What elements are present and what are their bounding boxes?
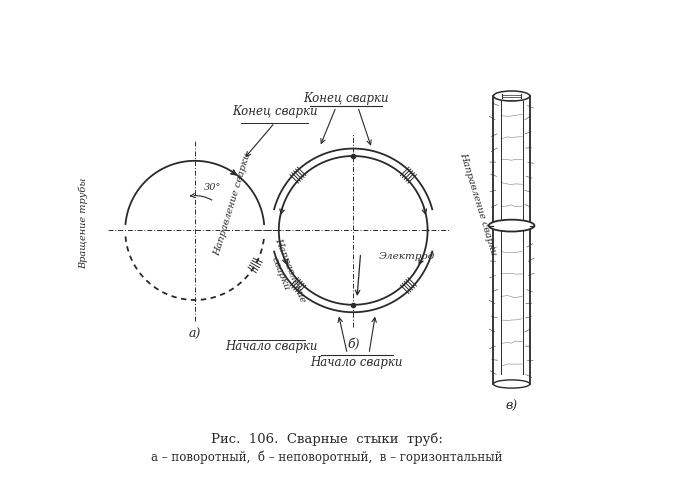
Text: Конец сварки: Конец сварки (303, 92, 389, 105)
Text: Начало сварки: Начало сварки (311, 356, 403, 369)
Text: Конец сварки: Конец сварки (232, 105, 318, 118)
Text: Вращение трубы: Вращение трубы (79, 178, 88, 269)
Ellipse shape (493, 380, 530, 388)
Ellipse shape (489, 220, 534, 231)
Text: 30°: 30° (203, 183, 221, 192)
Text: Рис.  106.  Сварные  стыки  труб:: Рис. 106. Сварные стыки труб: (211, 432, 443, 446)
Text: Направление
сварки: Направление сварки (264, 237, 307, 308)
Text: б): б) (347, 338, 359, 351)
Text: Электрод: Электрод (379, 252, 436, 261)
Ellipse shape (493, 91, 530, 101)
Text: Начало сварки: Начало сварки (225, 340, 318, 353)
Text: а – поворотный,  б – неповоротный,  в – горизонтальный: а – поворотный, б – неповоротный, в – го… (151, 450, 502, 464)
Text: Направление сварки: Направление сварки (212, 152, 253, 257)
Text: в): в) (506, 400, 518, 413)
Text: а): а) (189, 328, 201, 341)
Text: Направление сварки: Направление сварки (458, 152, 498, 257)
